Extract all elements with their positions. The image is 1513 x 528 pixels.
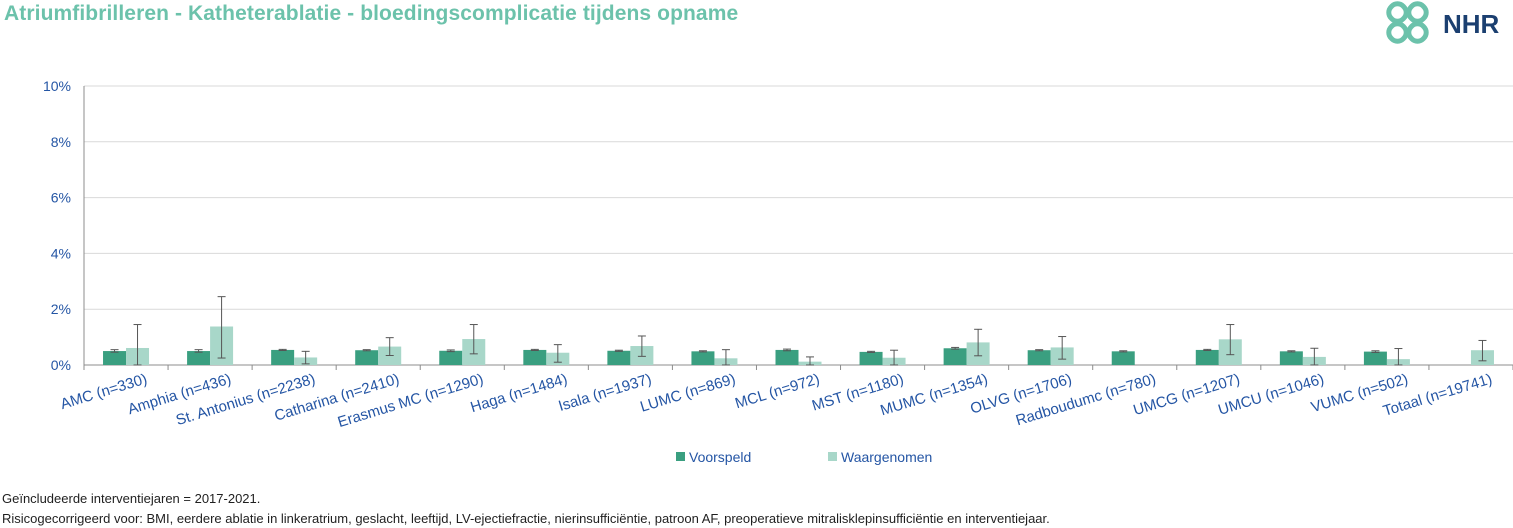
bar-voorspeld [1027, 350, 1051, 365]
bar-voorspeld [103, 351, 127, 365]
y-tick-label: 4% [51, 245, 71, 261]
x-tick-label: Erasmus MC (n=1290) [336, 371, 486, 431]
bar-voorspeld [943, 348, 967, 365]
bar-voorspeld [607, 350, 631, 365]
bar-voorspeld [187, 351, 211, 365]
y-tick-label: 0% [51, 357, 71, 373]
y-tick-label: 6% [51, 190, 71, 206]
legend-swatch-voorspeld [676, 452, 685, 461]
bar-voorspeld [1195, 349, 1219, 365]
legend-swatch-waargenomen [828, 452, 837, 461]
legend-label-voorspeld: Voorspeld [689, 449, 751, 465]
y-tick-label: 2% [51, 301, 71, 317]
x-tick-label: Haga (n=1484) [468, 371, 569, 417]
x-tick-label: Radboudumc (n=780) [1014, 371, 1158, 430]
chart-title: Atriumfibrilleren - Katheterablatie - bl… [4, 2, 739, 25]
bar-voorspeld [355, 350, 379, 365]
y-tick-label: 10% [43, 78, 71, 94]
y-tick-label: 8% [51, 134, 71, 150]
nhr-logo-mark-icon [1386, 1, 1429, 44]
legend-label-waargenomen: Waargenomen [841, 449, 932, 465]
bar-voorspeld [1111, 351, 1135, 365]
bar-chart: 0%2%4%6%8%10%AMC (n=330)Amphia (n=436)St… [43, 78, 1513, 465]
bar-voorspeld [1363, 351, 1387, 365]
x-tick-label: MCL (n=972) [733, 371, 822, 413]
footnote-risk-adjustment: Risicogecorrigeerd voor: BMI, eerdere ab… [2, 511, 1050, 526]
x-tick-label: LUMC (n=869) [638, 371, 737, 416]
nhr-logo: NHR [1386, 1, 1500, 44]
bar-voorspeld [1279, 351, 1303, 365]
bar-voorspeld [439, 350, 463, 365]
footnote-years: Geïncludeerde interventiejaren = 2017-20… [2, 491, 261, 506]
x-tick-label: St. Antonius (n=2238) [174, 371, 317, 430]
bar-voorspeld [775, 349, 799, 365]
x-tick-label: Isala (n=1937) [556, 371, 653, 415]
nhr-logo-text: NHR [1443, 9, 1500, 39]
bar-voorspeld [859, 351, 883, 365]
bar-voorspeld [691, 351, 715, 365]
bar-voorspeld [523, 349, 547, 365]
bar-voorspeld [271, 349, 295, 365]
